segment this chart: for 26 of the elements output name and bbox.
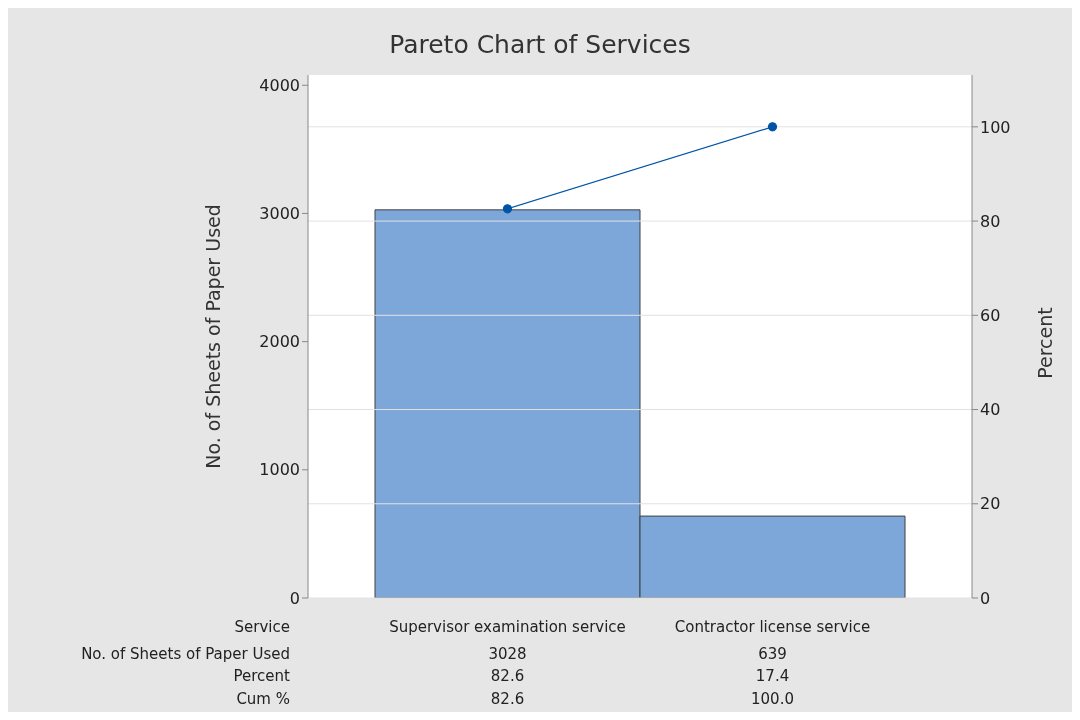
data-label: 82.6 (490, 690, 525, 708)
text: Cum % (236, 690, 290, 708)
y-tick-label: 0 (289, 588, 300, 608)
y2-axis-title: Percent (1034, 307, 1056, 379)
text: No. of Sheets of Paper Used (81, 645, 290, 663)
y-tick-label: 3000 (259, 204, 300, 224)
y-axis-title: No. of Sheets of Paper Used (201, 204, 224, 469)
data-label: 639 (758, 645, 787, 663)
y-tick-label: 2000 (259, 332, 300, 352)
text: Percent (233, 667, 290, 685)
y-tick-label: 4000 (259, 75, 300, 95)
data-label: 3028 (488, 645, 527, 663)
x-tick-label: Contractor license service (674, 618, 871, 636)
y2-tick-label: 60 (980, 305, 1001, 325)
y2-tick-label: 80 (980, 211, 1001, 231)
y2-tick-label: 20 (980, 494, 1001, 514)
x-tick-label: Supervisor examination service (389, 618, 626, 636)
y-tick-label: 1000 (259, 460, 300, 480)
y2-tick-label: 100 (980, 117, 1011, 137)
text: 17.4 (755, 667, 790, 685)
y2-tick-label: 0 (980, 588, 991, 608)
chart-title: Pareto Chart of Services (388, 30, 692, 59)
x-axis-title: Service (234, 618, 290, 636)
data-label: 100.0 (751, 690, 794, 708)
y2-tick-label: 40 (980, 400, 1001, 420)
text: 82.6 (490, 667, 525, 685)
